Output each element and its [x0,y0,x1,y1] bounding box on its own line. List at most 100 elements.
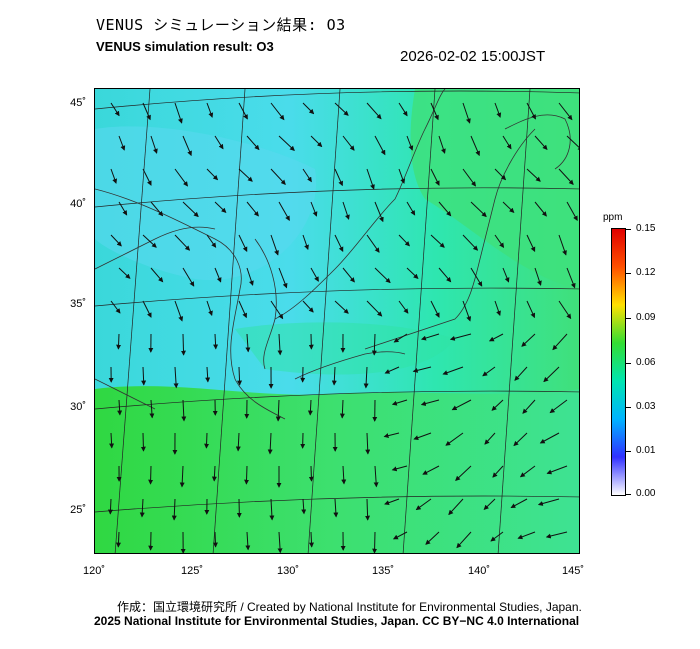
wind-arrow [150,267,164,283]
title-english: VENUS simulation result: O3 [96,39,274,54]
wind-arrow [142,102,151,121]
wind-arrow [392,531,408,540]
wind-arrow [212,531,218,548]
wind-arrow [142,300,152,318]
legend-tickmark [626,273,631,274]
wind-arrow [110,234,122,247]
wind-arrow [342,135,355,151]
lon-label-130: 130˚ [276,565,300,577]
wind-arrow [333,498,339,518]
wind-arrow [182,267,195,287]
wind-arrow [430,102,439,121]
wind-arrow [117,399,123,416]
wind-arrow [182,201,199,218]
wind-arrow [339,399,345,419]
wind-arrow [310,267,319,282]
wind-arrow [374,135,386,156]
wind-arrow [372,531,378,553]
wind-arrow [412,366,432,373]
wind-arrow [235,432,241,452]
wind-arrow [470,267,483,287]
wind-arrow [451,399,472,411]
wind-arrow [173,366,179,389]
wind-arrow [302,300,314,313]
wind-arrow [211,465,217,482]
wind-arrow [482,366,496,377]
wind-arrow [342,201,350,220]
lon-label-135: 135˚ [371,565,395,577]
wind-arrow [494,168,507,181]
wind-arrow [149,399,155,419]
legend-colorbar [611,228,626,496]
wind-arrow [549,399,568,414]
wind-arrow [245,333,251,353]
wind-arrow [374,267,391,284]
wind-arrow [342,267,355,283]
wind-arrow [406,135,414,151]
lat-label-35: 35˚ [70,298,86,310]
wind-arrow [384,366,400,374]
field-east-green [410,89,579,289]
wind-arrow [413,432,432,441]
wind-arrow [174,102,183,124]
wind-arrow [182,135,192,157]
wind-arrow [430,234,445,248]
wind-arrow [310,201,318,217]
lat-label-45: 45˚ [70,97,86,109]
wind-arrow [238,234,248,252]
lat-label-30: 30˚ [70,401,86,413]
wind-arrow [526,168,541,182]
wind-arrow [430,300,440,318]
wind-arrow [421,333,440,341]
wind-arrow [181,399,187,422]
wind-arrow [513,432,528,447]
wind-arrow [483,498,496,510]
wind-arrow [213,333,219,350]
wind-arrow [366,300,383,317]
wind-arrow [371,333,377,356]
wind-arrow [534,201,547,217]
wind-arrow [245,531,251,551]
wind-arrow [406,267,419,279]
wind-arrow [150,135,158,154]
wind-arrow [552,333,568,351]
wind-arrow [470,201,487,218]
wind-arrow [558,300,572,320]
wind-arrow [445,432,464,446]
wind-arrow [366,168,375,190]
wind-arrow [383,432,400,439]
wind-arrow [115,531,121,548]
wind-arrow [214,201,227,213]
legend-unit: ppm [603,212,623,223]
wind-arrow [142,168,152,186]
wind-arrow [558,102,573,121]
wind-arrow [118,267,131,279]
wind-arrow [206,300,213,316]
wind-arrow [270,300,284,320]
wind-arrow [365,432,371,455]
wind-arrow [526,300,536,319]
wind-arrow [334,300,349,314]
wind-arrow [494,234,505,248]
wind-arrow [558,234,567,256]
wind-arrow [331,366,337,386]
wind-arrow [204,432,210,449]
wind-arrow [438,267,452,283]
wind-arrow [366,102,382,120]
wind-arrow [566,267,576,289]
wind-arrow [275,399,281,422]
wind-arrow [539,432,560,444]
wind-arrow [214,135,224,150]
wind-arrow [341,465,347,485]
title-japanese: VENUS シミュレーション結果: O3 [96,16,346,34]
wind-arrow [270,102,285,121]
wind-arrow [491,399,504,411]
wind-arrow [246,267,254,286]
legend-tickmark [626,229,631,230]
wind-arrow [522,399,536,414]
wind-arrow [510,498,528,509]
legend-tick-label: 0.12 [636,267,656,278]
wind-arrow [462,300,472,322]
wind-arrow [174,168,188,187]
wind-arrow [438,201,452,217]
